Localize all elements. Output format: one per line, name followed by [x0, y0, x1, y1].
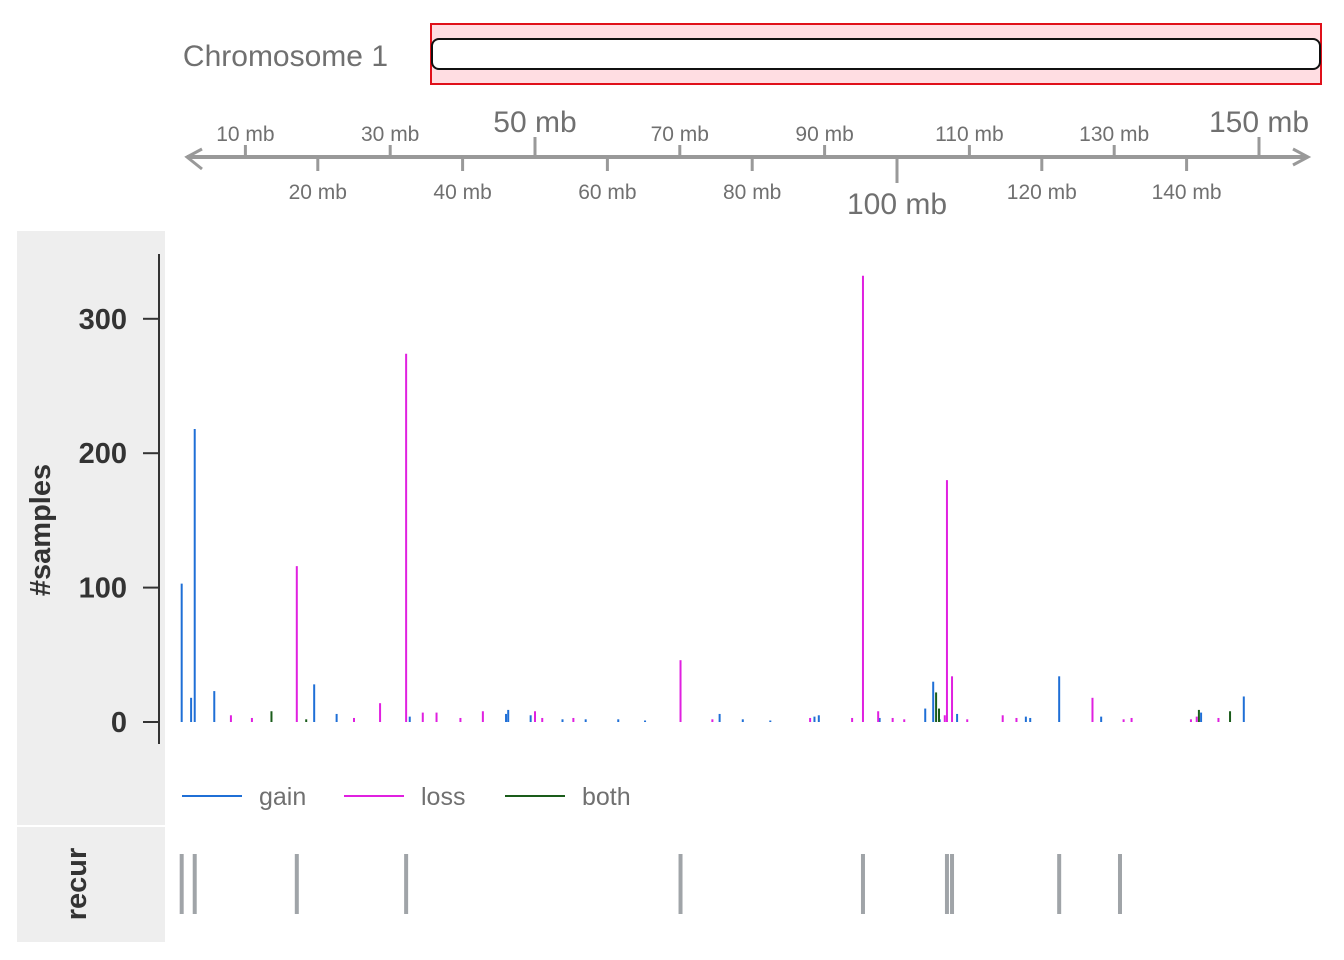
y-tick-label: 100 — [79, 573, 127, 605]
genome-tick-label: 130 mb — [1079, 123, 1149, 146]
genome-tick-label: 20 mb — [289, 181, 347, 204]
recurrence-track — [179, 854, 1122, 914]
y-tick-label: 200 — [79, 438, 127, 470]
chart-title: Chromosome 1 — [183, 40, 388, 73]
recur-track-label-panel — [17, 827, 165, 942]
legend: gain loss both — [182, 783, 631, 811]
y-axis: 0 100 200 300 — [79, 304, 159, 739]
genome-axis: 10 mb 30 mb 50 mb 70 mb 90 mb 110 mb 130 mb 150… — [184, 106, 1312, 221]
legend-label-loss: loss — [421, 783, 465, 811]
legend-label-both: both — [582, 783, 631, 811]
genome-tick-label: 100 mb — [847, 188, 947, 221]
recur-track-label: recur — [61, 848, 93, 921]
genome-tick-label: 90 mb — [795, 123, 853, 146]
y-axis-label: #samples — [25, 464, 57, 596]
ideogram-chromosome — [431, 38, 1321, 70]
genome-tick-label: 10 mb — [216, 123, 274, 146]
y-tick-label: 300 — [79, 304, 127, 336]
cnv-bars — [180, 275, 1245, 722]
genome-tick-label: 80 mb — [723, 181, 781, 204]
genome-axis-left-arrow — [184, 147, 203, 171]
samples-track-label-panel — [17, 231, 165, 825]
genome-tick-label: 70 mb — [651, 123, 709, 146]
genome-tick-label: 140 mb — [1152, 181, 1222, 204]
genome-tick-label: 110 mb — [935, 123, 1004, 146]
legend-label-gain: gain — [259, 783, 306, 811]
genome-tick-label: 40 mb — [433, 181, 491, 204]
genome-tick-label: 120 mb — [1007, 181, 1077, 204]
genome-tick-label: 60 mb — [578, 181, 636, 204]
genome-axis-right-arrow — [1292, 147, 1312, 167]
genome-tick-label: 150 mb — [1209, 106, 1309, 139]
genome-tick-label: 50 mb — [493, 106, 576, 139]
genome-tick-label: 30 mb — [361, 123, 419, 146]
y-tick-label: 0 — [111, 707, 127, 739]
